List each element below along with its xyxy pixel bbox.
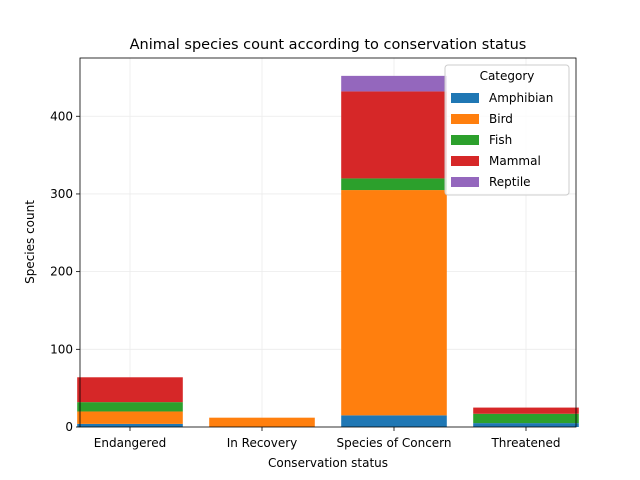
y-axis-ticks: 0 100 200 300 400: [50, 109, 80, 434]
legend-swatch-amphibian: [451, 93, 479, 103]
y-tick-label: 200: [50, 265, 73, 279]
legend-label-fish: Fish: [489, 133, 512, 147]
x-axis-label: Conservation status: [268, 456, 388, 470]
x-tick-label: Species of Concern: [336, 436, 451, 450]
legend-label-bird: Bird: [489, 112, 513, 126]
y-tick-label: 100: [50, 342, 73, 356]
bar-mammal-threatened: [473, 407, 579, 414]
bars: [77, 75, 579, 427]
chart-title: Animal species count according to conser…: [130, 37, 527, 53]
legend-swatch-mammal: [451, 156, 479, 166]
x-axis-ticks: Endangered In Recovery Species of Concern T…: [94, 427, 561, 450]
y-tick-label: 300: [50, 187, 73, 201]
legend-swatch-fish: [451, 135, 479, 145]
grid: [80, 58, 576, 428]
bar-bird-endangered: [77, 411, 183, 424]
x-tick-label: Threatened: [490, 436, 560, 450]
legend-items: Amphibian Bird Fish Mammal Reptile: [451, 91, 553, 189]
legend: Category Amphibian Bird Fish Mammal Reptile: [444, 64, 570, 196]
legend-swatch-reptile: [451, 177, 479, 187]
legend-label-amphibian: Amphibian: [489, 91, 553, 105]
bar-fish-threatened: [473, 413, 579, 424]
bar-fish-endangered: [77, 402, 183, 412]
bar-bird-in-recovery: [209, 417, 315, 427]
bar-fish-species-of-concern: [341, 178, 447, 191]
plot-frame: [79, 57, 577, 428]
bar-mammal-endangered: [77, 377, 183, 403]
bar-amphibian-threatened: [473, 423, 579, 427]
legend-swatch-bird: [451, 114, 479, 124]
bar-mammal-species-of-concern: [341, 91, 447, 179]
x-tick-label: Endangered: [94, 436, 166, 450]
y-axis-label: Species count: [23, 200, 37, 284]
legend-title: Category: [480, 69, 535, 83]
y-tick-label: 400: [50, 109, 73, 123]
y-tick-label: 0: [65, 420, 73, 434]
bar-bird-species-of-concern: [341, 190, 447, 416]
bar-amphibian-species-of-concern: [341, 415, 447, 427]
x-tick-label: In Recovery: [227, 436, 298, 450]
legend-label-mammal: Mammal: [489, 154, 541, 168]
bar-amphibian-endangered: [77, 423, 183, 427]
bar-reptile-species-of-concern: [341, 75, 447, 92]
legend-label-reptile: Reptile: [489, 175, 531, 189]
